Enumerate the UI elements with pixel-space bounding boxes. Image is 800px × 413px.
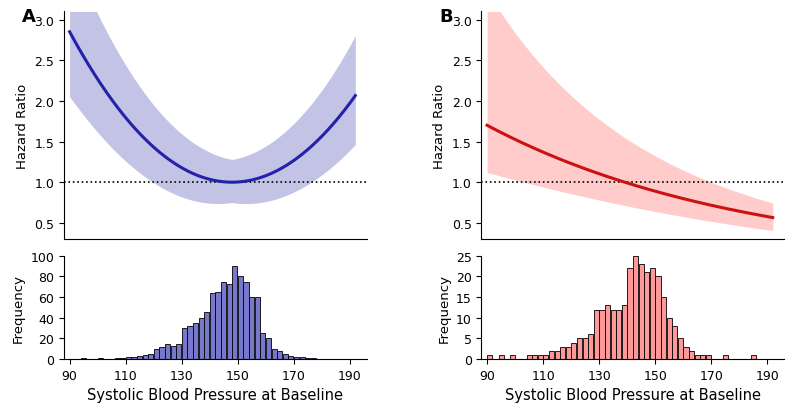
Bar <box>666 318 672 359</box>
Bar <box>644 273 650 359</box>
Bar <box>288 356 294 359</box>
Bar <box>599 310 605 359</box>
Bar <box>487 355 493 359</box>
Y-axis label: Hazard Ratio: Hazard Ratio <box>16 83 29 169</box>
Bar <box>198 318 204 359</box>
Y-axis label: Frequency: Frequency <box>12 273 25 342</box>
Bar <box>294 357 299 359</box>
Bar <box>142 355 148 359</box>
Bar <box>243 282 249 359</box>
Bar <box>706 355 711 359</box>
Text: A: A <box>22 8 35 26</box>
Bar <box>238 277 243 359</box>
Bar <box>154 349 159 359</box>
Bar <box>554 351 560 359</box>
Bar <box>305 358 310 359</box>
Bar <box>577 339 582 359</box>
Bar <box>148 354 154 359</box>
Bar <box>672 326 678 359</box>
Bar <box>498 355 504 359</box>
Bar <box>187 326 193 359</box>
Bar <box>310 358 316 359</box>
Bar <box>638 264 644 359</box>
Bar <box>650 268 655 359</box>
Bar <box>549 351 554 359</box>
Bar <box>722 355 728 359</box>
Bar <box>694 355 700 359</box>
Bar <box>170 346 176 359</box>
Bar <box>204 312 210 359</box>
Bar <box>538 355 543 359</box>
Bar <box>176 344 182 359</box>
Bar <box>532 355 538 359</box>
Bar <box>683 347 689 359</box>
Bar <box>633 256 638 359</box>
Bar <box>210 293 215 359</box>
Bar <box>282 354 288 359</box>
Bar <box>526 355 532 359</box>
Bar <box>215 292 221 359</box>
Bar <box>594 310 599 359</box>
Bar <box>605 306 610 359</box>
Bar <box>182 328 187 359</box>
Bar <box>266 339 271 359</box>
Bar <box>249 297 254 359</box>
Bar <box>655 277 661 359</box>
Bar <box>260 334 266 359</box>
Bar <box>120 358 126 359</box>
Bar <box>700 355 706 359</box>
Bar <box>271 349 277 359</box>
Bar <box>560 347 566 359</box>
Bar <box>226 284 232 359</box>
Bar <box>193 323 198 359</box>
Bar <box>126 357 131 359</box>
Y-axis label: Frequency: Frequency <box>438 273 450 342</box>
Bar <box>510 355 515 359</box>
Bar <box>137 356 142 359</box>
Bar <box>543 355 549 359</box>
Bar <box>254 297 260 359</box>
Text: B: B <box>439 8 453 26</box>
Bar <box>165 344 170 359</box>
Bar <box>277 351 282 359</box>
Bar <box>689 351 694 359</box>
Bar <box>750 355 756 359</box>
Bar <box>661 297 666 359</box>
Bar <box>582 339 588 359</box>
Bar <box>299 357 305 359</box>
X-axis label: Systolic Blood Pressure at Baseline: Systolic Blood Pressure at Baseline <box>505 387 761 403</box>
Bar <box>622 306 627 359</box>
Y-axis label: Hazard Ratio: Hazard Ratio <box>434 83 446 169</box>
Bar <box>131 357 137 359</box>
Bar <box>81 358 86 359</box>
Bar <box>159 347 165 359</box>
Bar <box>114 358 120 359</box>
Bar <box>588 335 594 359</box>
Bar <box>610 310 616 359</box>
Bar <box>627 268 633 359</box>
Bar <box>566 347 571 359</box>
Bar <box>98 358 103 359</box>
Bar <box>232 266 238 359</box>
X-axis label: Systolic Blood Pressure at Baseline: Systolic Blood Pressure at Baseline <box>87 387 343 403</box>
Bar <box>678 339 683 359</box>
Bar <box>571 343 577 359</box>
Bar <box>221 282 226 359</box>
Bar <box>616 310 622 359</box>
